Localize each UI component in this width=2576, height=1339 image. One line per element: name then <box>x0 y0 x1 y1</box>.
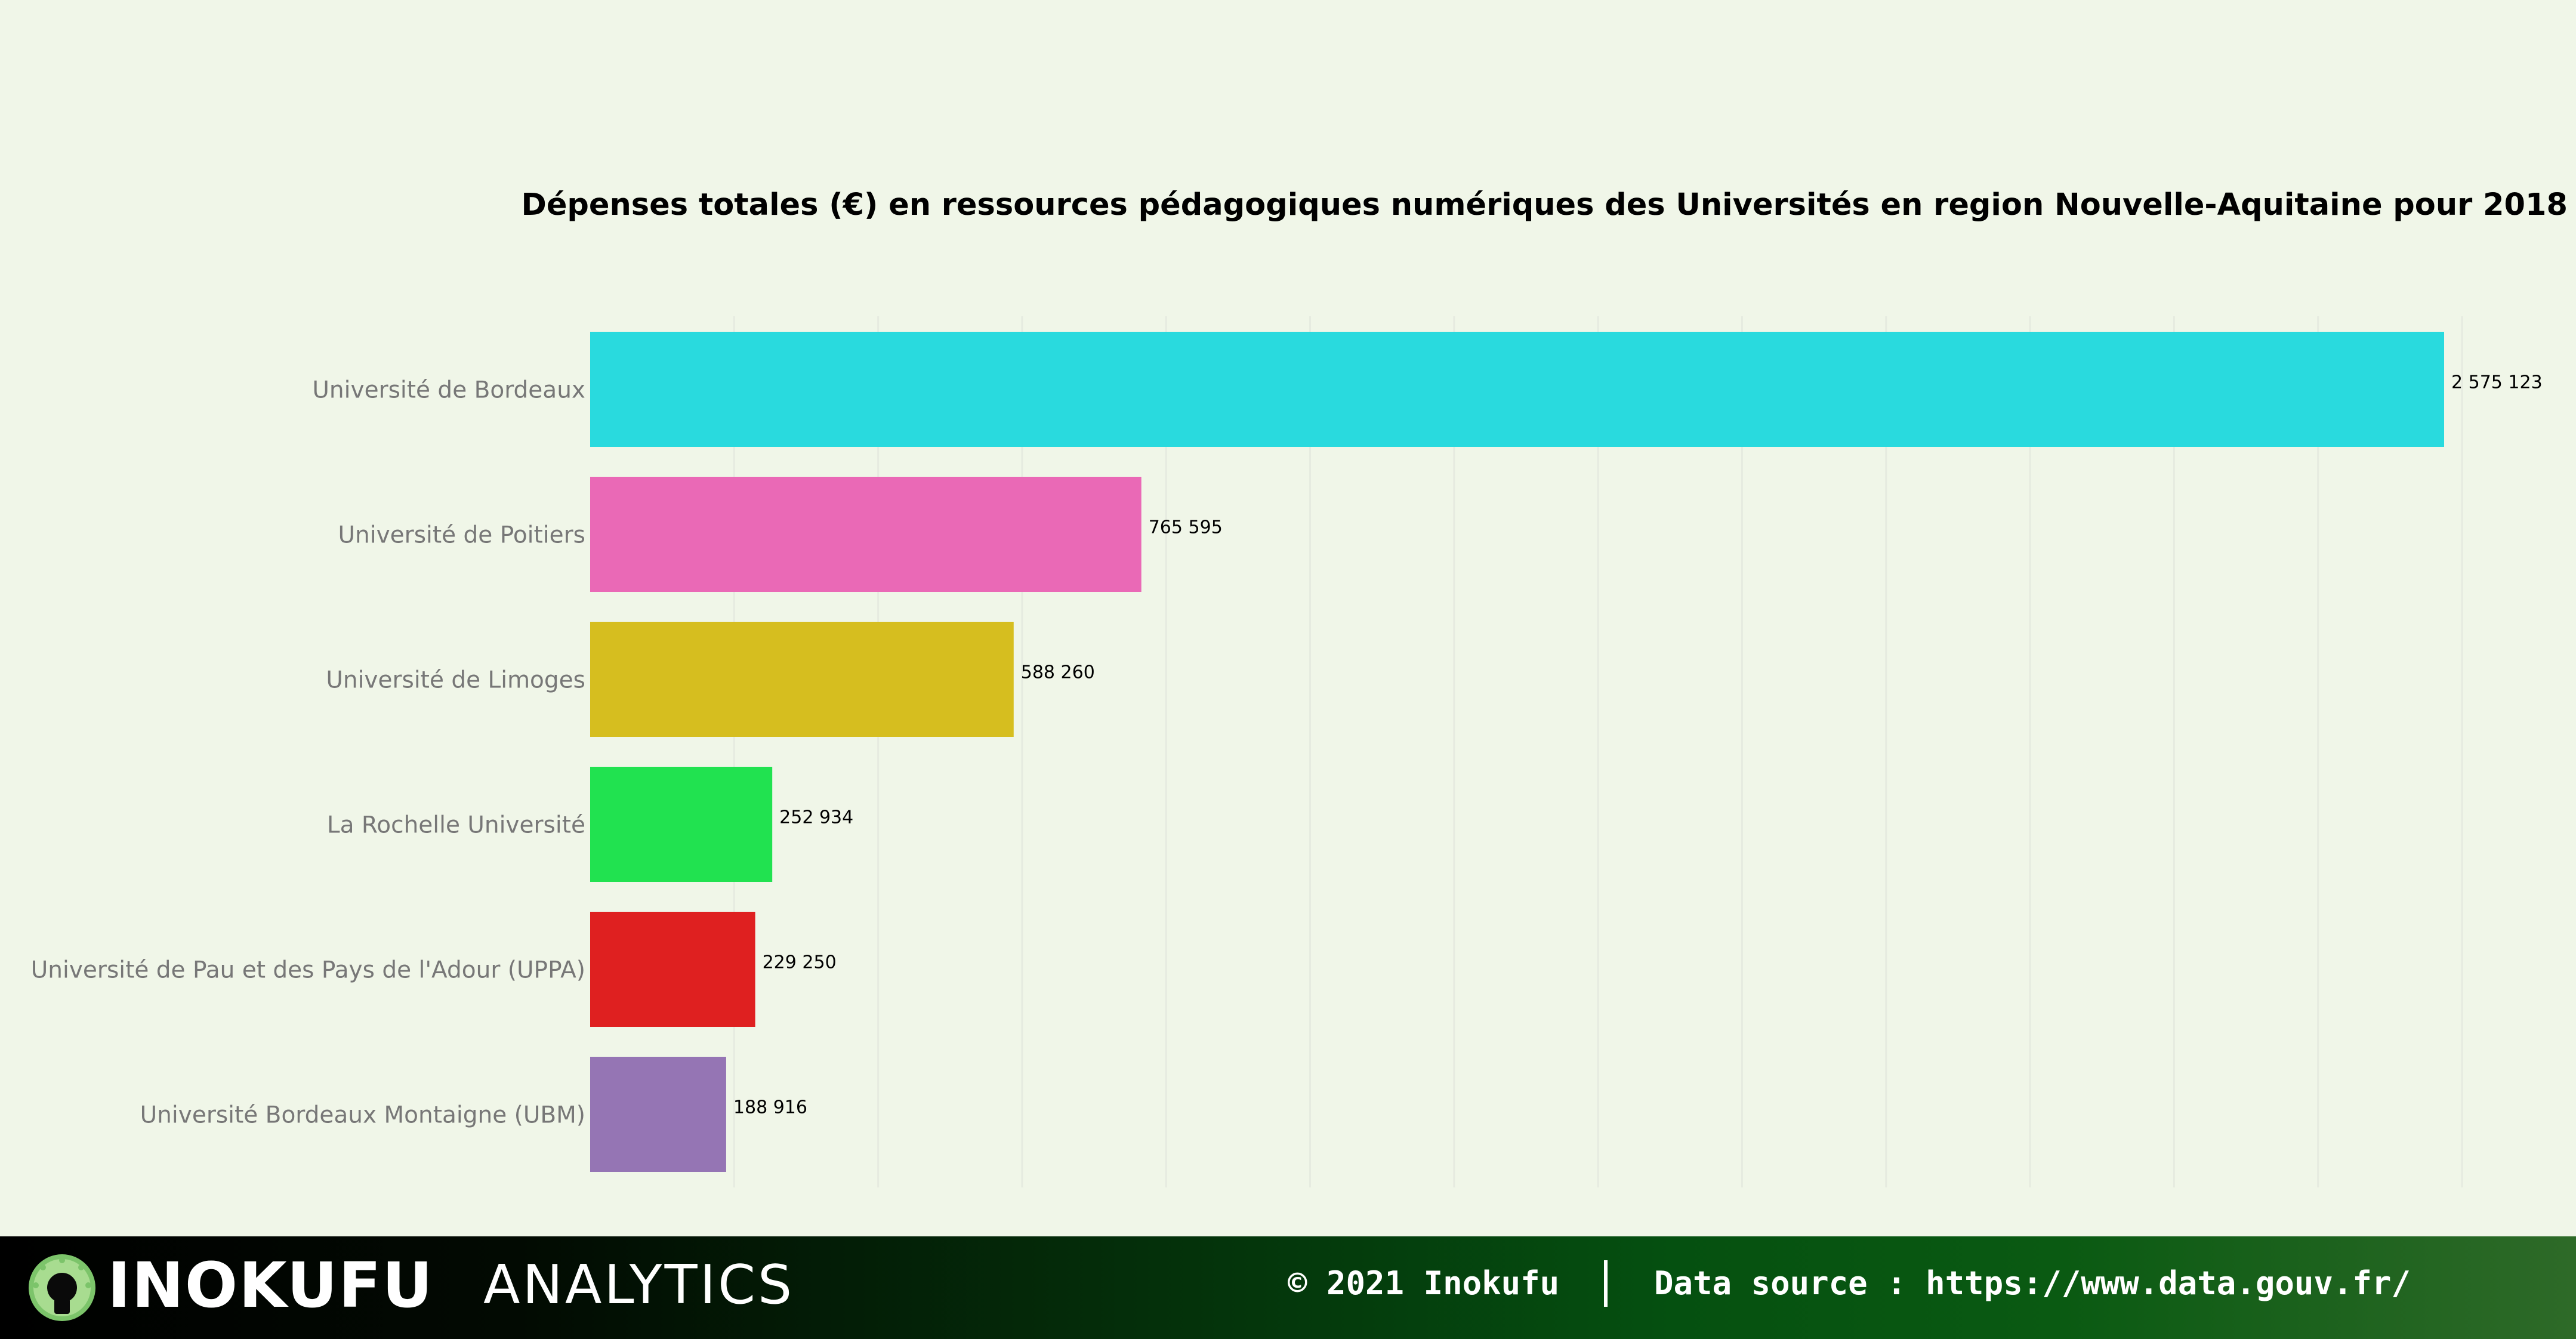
bars: Université de Bordeaux 2 575 123 Universit… <box>31 332 2543 1172</box>
chart: Dépenses totales (€) en ressources pédag… <box>31 187 2568 1187</box>
data-label: 188 916 <box>733 1097 807 1118</box>
bar <box>590 477 1142 592</box>
category-label: Université de Limoges <box>326 667 585 694</box>
bar <box>590 1057 726 1172</box>
footer-separator <box>1604 1260 1608 1307</box>
brand-name: INOKUFU <box>107 1249 434 1322</box>
bar <box>590 332 2444 447</box>
bulb-icon <box>29 1254 95 1321</box>
data-label: 252 934 <box>779 807 853 828</box>
data-label: 765 595 <box>1149 517 1223 538</box>
footer-banner: INOKUFU ANALYTICS © 2021 Inokufu Data so… <box>0 1236 2576 1339</box>
bar <box>590 767 773 882</box>
bar <box>590 912 755 1027</box>
data-label: 588 260 <box>1021 662 1095 683</box>
data-label: 229 250 <box>763 952 837 973</box>
category-label: Université Bordeaux Montaigne (UBM) <box>140 1102 585 1129</box>
data-label: 2 575 123 <box>2451 372 2543 393</box>
brand-subtitle: ANALYTICS <box>483 1254 795 1316</box>
category-label: La Rochelle Université <box>327 812 585 839</box>
chart-title: Dépenses totales (€) en ressources pédag… <box>521 187 2568 223</box>
copyright-text: © 2021 Inokufu <box>1288 1264 1560 1302</box>
category-label: Université de Pau et des Pays de l'Adour… <box>31 957 585 984</box>
category-label: Université de Bordeaux <box>312 377 585 404</box>
gridlines <box>733 316 2463 1187</box>
category-label: Université de Poitiers <box>338 522 586 549</box>
data-source-text: Data source : https://www.data.gouv.fr/ <box>1654 1264 2411 1302</box>
bar <box>590 622 1014 737</box>
